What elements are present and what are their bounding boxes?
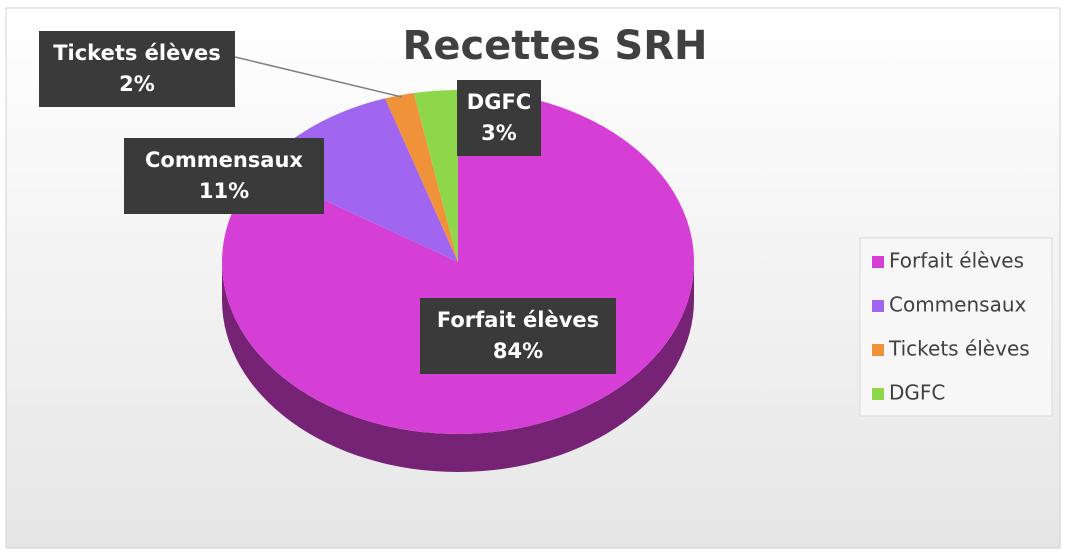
data-label-box <box>420 298 616 374</box>
data-label-name: Forfait élèves <box>437 308 599 332</box>
legend-swatch <box>872 388 884 400</box>
legend-label: Forfait élèves <box>889 249 1024 273</box>
pie-slice <box>413 90 458 262</box>
legend-label: Commensaux <box>889 293 1026 317</box>
data-label-value: 11% <box>199 179 249 203</box>
data-label-name: DGFC <box>467 90 531 114</box>
legend-swatch <box>872 344 884 356</box>
legend-label: DGFC <box>889 381 945 405</box>
pie-slice <box>385 93 458 262</box>
legend <box>859 237 1053 417</box>
data-label-name: Commensaux <box>145 148 303 172</box>
data-label-name: Tickets élèves <box>53 41 221 65</box>
pie-side <box>222 262 694 472</box>
data-label-box <box>39 31 235 107</box>
leader-line <box>234 56 403 98</box>
data-label-value: 2% <box>119 72 155 96</box>
legend-swatch <box>872 256 884 268</box>
data-label-value: 84% <box>493 339 543 363</box>
chart-title: Recettes SRH <box>403 23 708 69</box>
data-label-box <box>124 138 324 214</box>
legend-swatch <box>872 300 884 312</box>
legend-label: Tickets élèves <box>888 337 1030 361</box>
data-label-box <box>457 80 541 156</box>
data-label-value: 3% <box>481 121 517 145</box>
